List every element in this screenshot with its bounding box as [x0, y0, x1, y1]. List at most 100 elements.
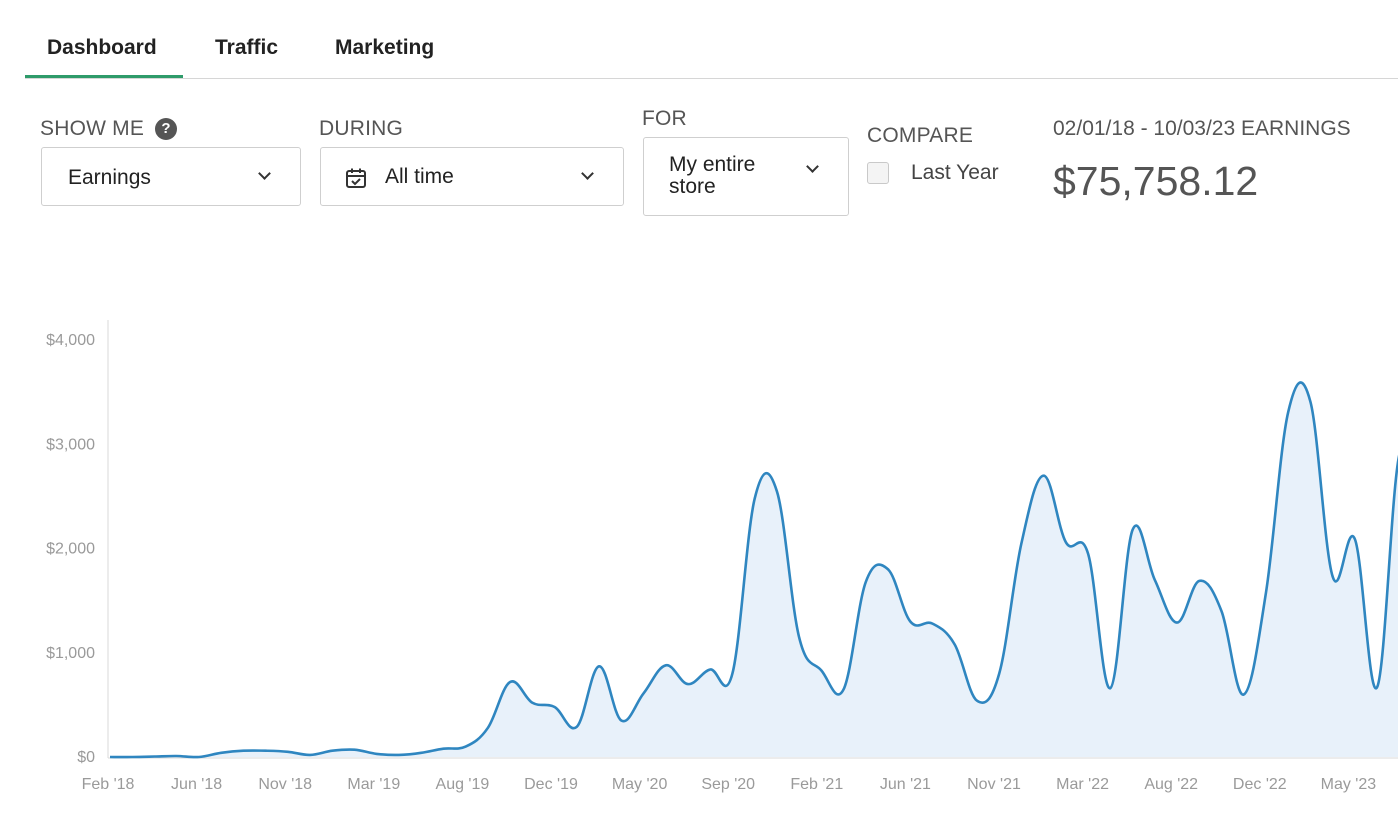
data-point[interactable] — [1131, 529, 1133, 531]
data-point[interactable] — [731, 672, 733, 674]
data-point[interactable] — [776, 490, 778, 492]
data-point[interactable] — [665, 664, 667, 666]
tab-bar: Dashboard Traffic Marketing — [25, 0, 1398, 79]
data-point[interactable] — [1020, 542, 1022, 544]
during-select[interactable]: All time — [320, 147, 624, 206]
data-point[interactable] — [553, 706, 555, 708]
x-tick-label: Jun '21 — [880, 776, 931, 793]
during-label: DURING — [319, 117, 404, 140]
show-me-select[interactable]: Earnings — [41, 147, 301, 206]
data-point[interactable] — [287, 751, 289, 753]
data-point[interactable] — [576, 726, 578, 728]
x-tick-label: Aug '22 — [1144, 776, 1198, 793]
data-point[interactable] — [709, 668, 711, 670]
data-point[interactable] — [642, 692, 644, 694]
x-tick-label: Sep '20 — [701, 776, 755, 793]
data-point[interactable] — [754, 497, 756, 499]
data-point[interactable] — [620, 719, 622, 721]
y-tick-label: $0 — [77, 749, 95, 766]
x-tick-label: May '23 — [1321, 776, 1377, 793]
x-tick-label: May '20 — [612, 776, 668, 793]
data-point[interactable] — [331, 750, 333, 752]
data-point[interactable] — [1243, 693, 1245, 695]
data-point[interactable] — [176, 755, 178, 757]
data-point[interactable] — [131, 756, 133, 758]
x-tick-label: Jun '18 — [171, 776, 222, 793]
x-tick-label: Feb '18 — [82, 776, 135, 793]
data-point[interactable] — [865, 581, 867, 583]
data-point[interactable] — [1043, 475, 1045, 477]
data-point[interactable] — [887, 568, 889, 570]
x-tick-label: Nov '18 — [258, 776, 312, 793]
active-tab-indicator — [25, 75, 183, 78]
x-tick-label: Mar '19 — [347, 776, 400, 793]
data-point[interactable] — [309, 754, 311, 756]
calendar-icon — [346, 168, 366, 188]
last-year-label[interactable]: Last Year — [911, 161, 999, 184]
x-tick-label: Feb '21 — [790, 776, 843, 793]
data-point[interactable] — [1198, 580, 1200, 582]
data-point[interactable] — [909, 620, 911, 622]
for-select[interactable]: My entire store — [643, 137, 849, 216]
for-label: FOR — [642, 107, 687, 130]
data-point[interactable] — [465, 745, 467, 747]
data-point[interactable] — [487, 727, 489, 729]
data-point[interactable] — [198, 756, 200, 758]
data-point[interactable] — [1265, 591, 1267, 593]
x-tick-label: Aug '19 — [436, 776, 490, 793]
data-point[interactable] — [109, 756, 111, 758]
data-point[interactable] — [998, 672, 1000, 674]
show-me-value: Earnings — [68, 166, 151, 189]
earnings-line — [109, 381, 1398, 759]
data-point[interactable] — [420, 752, 422, 754]
last-year-checkbox[interactable] — [867, 162, 889, 184]
data-point[interactable] — [242, 750, 244, 752]
data-point[interactable] — [1154, 579, 1156, 581]
data-point[interactable] — [1332, 576, 1334, 578]
data-point[interactable] — [931, 622, 933, 624]
chevron-down-icon — [258, 167, 271, 180]
data-point[interactable] — [398, 754, 400, 756]
data-point[interactable] — [376, 753, 378, 755]
data-point[interactable] — [531, 702, 533, 704]
data-point[interactable] — [842, 688, 844, 690]
data-point[interactable] — [1376, 686, 1378, 688]
question-circle-icon[interactable]: ? — [155, 118, 177, 140]
data-point[interactable] — [264, 750, 266, 752]
data-point[interactable] — [220, 752, 222, 754]
data-point[interactable] — [153, 755, 155, 757]
data-point[interactable] — [820, 669, 822, 671]
during-value: All time — [385, 165, 454, 188]
tab-marketing[interactable]: Marketing — [335, 36, 435, 59]
data-point[interactable] — [954, 643, 956, 645]
earnings-chart: $0 $1,000 $2,000 $3,000 $4,000 Feb '18 Jun '18… — [46, 320, 1398, 793]
tab-traffic[interactable]: Traffic — [215, 36, 279, 59]
x-tick-label: Mar '22 — [1056, 776, 1109, 793]
chevron-down-icon — [806, 160, 819, 173]
x-tick-label: Dec '22 — [1233, 776, 1287, 793]
data-point[interactable] — [442, 748, 444, 750]
data-point[interactable] — [509, 681, 511, 683]
x-tick-label: Dec '19 — [524, 776, 578, 793]
data-point[interactable] — [687, 683, 689, 685]
data-point[interactable] — [798, 636, 800, 638]
show-me-label: SHOW ME — [40, 117, 145, 140]
earnings-area — [110, 382, 1398, 758]
data-point[interactable] — [353, 749, 355, 751]
y-tick-label: $1,000 — [46, 645, 95, 662]
data-point[interactable] — [1109, 687, 1111, 689]
data-point[interactable] — [976, 700, 978, 702]
data-point[interactable] — [1176, 621, 1178, 623]
y-tick-label: $3,000 — [46, 436, 95, 453]
data-point[interactable] — [1309, 401, 1311, 403]
data-point[interactable] — [1087, 553, 1089, 555]
data-point[interactable] — [1354, 538, 1356, 540]
data-point[interactable] — [1287, 411, 1289, 413]
for-value: My entire store — [669, 153, 756, 198]
chevron-down-icon — [581, 167, 594, 180]
earnings-range-label: 02/01/18 - 10/03/23 EARNINGS — [1053, 117, 1351, 140]
data-point[interactable] — [598, 665, 600, 667]
data-point[interactable] — [1065, 541, 1067, 543]
data-point[interactable] — [1220, 610, 1222, 612]
tab-dashboard[interactable]: Dashboard — [47, 36, 157, 59]
